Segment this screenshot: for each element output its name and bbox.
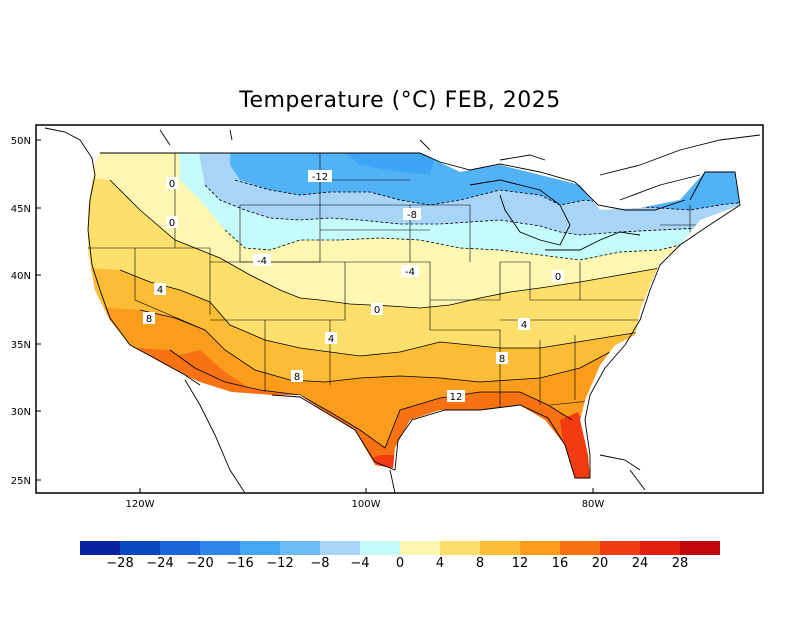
contour-line (169, 349, 573, 449)
contour-label: 12 (450, 392, 463, 403)
colorbar (80, 541, 720, 555)
colorbar-label: 20 (591, 556, 609, 571)
canada-north (159, 129, 761, 201)
colorbar-label: −28 (106, 556, 134, 571)
baja-coast (184, 379, 246, 493)
coastlines (44, 127, 761, 493)
contour-line (204, 184, 740, 236)
contour-line (139, 309, 611, 383)
colorbar-swatch (600, 541, 640, 555)
lon-tick-label: 120W (126, 499, 155, 510)
latitude-axis: 50N 45N 40N 35N 30N 25N (11, 136, 41, 487)
colorbar-label: −16 (226, 556, 254, 571)
map-frame (35, 124, 764, 494)
state-line (410, 204, 471, 262)
colorbar-swatch (120, 541, 160, 555)
mexico-coast (389, 469, 646, 493)
lat-tick-label: 35N (11, 340, 31, 351)
colorbar-swatch (80, 541, 120, 555)
colorbar-label: −8 (310, 556, 330, 571)
colorbar-label: 12 (511, 556, 529, 571)
colorbar-swatch (640, 541, 680, 555)
contour-label: 0 (169, 179, 175, 190)
contour-label: 8 (294, 372, 300, 383)
colorbar-swatch (480, 541, 520, 555)
colorbar-swatch (560, 541, 600, 555)
contour-label: -4 (405, 267, 415, 278)
contour-label: 8 (146, 314, 152, 325)
colorbar-label: 16 (551, 556, 569, 571)
colorbar-swatch (200, 541, 240, 555)
state-line (430, 329, 501, 410)
lat-tick-label: 25N (11, 476, 31, 487)
contour-line (119, 269, 641, 357)
colorbar-label: 8 (475, 556, 485, 571)
colorbar-label: 28 (671, 556, 689, 571)
contour-label: 0 (169, 218, 175, 229)
contour-label: 0 (374, 305, 380, 316)
colorbar-swatch (520, 541, 560, 555)
state-line (88, 247, 211, 315)
contour-label: 4 (521, 320, 527, 331)
colorbar-swatch (400, 541, 440, 555)
contour-label: -4 (257, 256, 267, 267)
contour-label: -12 (312, 172, 328, 183)
lat-tick-label: 50N (11, 136, 31, 147)
contour-label: -8 (407, 210, 417, 221)
contour-label-group: 0 0 -12 -8 -4 -4 4 8 0 4 0 4 8 8 12 (143, 170, 564, 403)
contour-label: 0 (555, 272, 561, 283)
colorbar-label: −12 (266, 556, 294, 571)
band-minus12-minus8-north (330, 153, 440, 175)
colorbar-swatch (360, 541, 400, 555)
lon-tick-label: 100W (352, 499, 381, 510)
colorbar-label: 0 (395, 556, 405, 571)
colorbar-swatch (240, 541, 280, 555)
colorbar-swatch (320, 541, 360, 555)
colorbar-label: −20 (186, 556, 214, 571)
border-canada (100, 152, 686, 211)
coastline-gulf (271, 171, 741, 479)
state-line (210, 261, 346, 321)
cuba-coast (599, 454, 641, 471)
contour-label: 4 (328, 334, 334, 345)
colorbar-swatch (280, 541, 320, 555)
state-line (134, 248, 206, 331)
positive-contours (109, 179, 701, 449)
lat-tick-label: 30N (11, 407, 31, 418)
contour-line (224, 229, 701, 261)
state-line (500, 261, 531, 300)
colorbar-swatch (440, 541, 480, 555)
state-line (430, 262, 501, 301)
lon-tick-label: 80W (582, 499, 605, 510)
lat-tick-label: 45N (11, 204, 31, 215)
contour-line (109, 179, 701, 309)
state-line (345, 261, 431, 330)
contour-label: 8 (499, 354, 505, 365)
colorbar-swatch (680, 541, 720, 555)
colorbar-label: 24 (631, 556, 649, 571)
longitude-axis: 120W 100W 80W (126, 488, 605, 510)
colorbar-label: −24 (146, 556, 174, 571)
colorbar-label: 4 (435, 556, 445, 571)
lat-tick-label: 40N (11, 271, 31, 282)
coastline-west (44, 127, 201, 386)
great-lakes (469, 179, 641, 251)
colorbar-label: −4 (350, 556, 370, 571)
colorbar-swatch (160, 541, 200, 555)
map-title: Temperature (°C) FEB, 2025 (239, 88, 561, 113)
contour-label: 4 (157, 285, 163, 296)
